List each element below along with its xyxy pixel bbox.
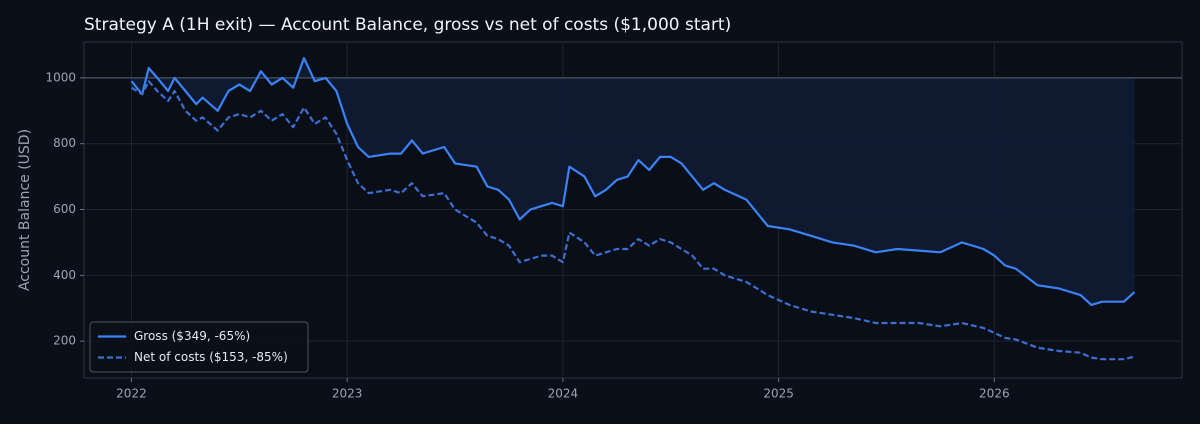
y-tick-label: 1000 <box>45 70 76 84</box>
x-tick-label: 2022 <box>116 387 147 401</box>
y-tick-label: 400 <box>53 268 76 282</box>
x-tick-label: 2026 <box>979 387 1010 401</box>
x-tick-label: 2025 <box>763 387 794 401</box>
y-axis-label: Account Balance (USD) <box>17 129 33 291</box>
x-tick-label: 2024 <box>548 387 579 401</box>
drawdown-area <box>131 58 1135 305</box>
y-tick-label: 200 <box>53 334 76 348</box>
legend-label: Net of costs ($153, -85%) <box>134 350 288 364</box>
legend-label: Gross ($349, -65%) <box>134 329 250 343</box>
series-line <box>130 57 1136 306</box>
y-tick-label: 600 <box>53 202 76 216</box>
x-tick-label: 2023 <box>332 387 363 401</box>
y-tick-label: 800 <box>53 136 76 150</box>
legend-box <box>89 321 309 373</box>
chart-title: Strategy A (1H exit) — Account Balance, … <box>84 15 731 35</box>
series-line <box>130 80 1135 361</box>
